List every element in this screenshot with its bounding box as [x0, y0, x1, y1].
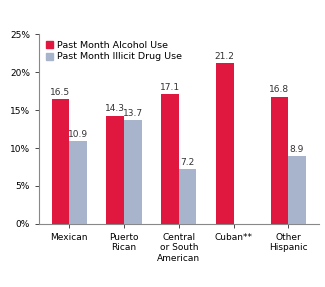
Text: 10.9: 10.9	[68, 130, 88, 139]
Bar	[271, 96, 288, 224]
Text: 21.2: 21.2	[215, 52, 235, 61]
Bar	[107, 115, 124, 224]
Bar	[216, 63, 233, 224]
Bar	[52, 99, 69, 224]
Bar	[69, 141, 87, 224]
Text: 17.1: 17.1	[160, 83, 180, 92]
Text: 13.7: 13.7	[123, 109, 143, 118]
Text: 8.9: 8.9	[290, 145, 304, 154]
Text: 16.5: 16.5	[50, 88, 71, 96]
Legend: Past Month Alcohol Use, Past Month Illicit Drug Use: Past Month Alcohol Use, Past Month Illic…	[44, 39, 184, 63]
Text: 14.3: 14.3	[105, 104, 125, 113]
Text: 16.8: 16.8	[269, 85, 290, 94]
Text: 7.2: 7.2	[180, 158, 195, 167]
Bar	[161, 94, 179, 224]
Bar	[124, 120, 141, 224]
Bar	[179, 169, 196, 224]
Bar	[288, 156, 306, 224]
